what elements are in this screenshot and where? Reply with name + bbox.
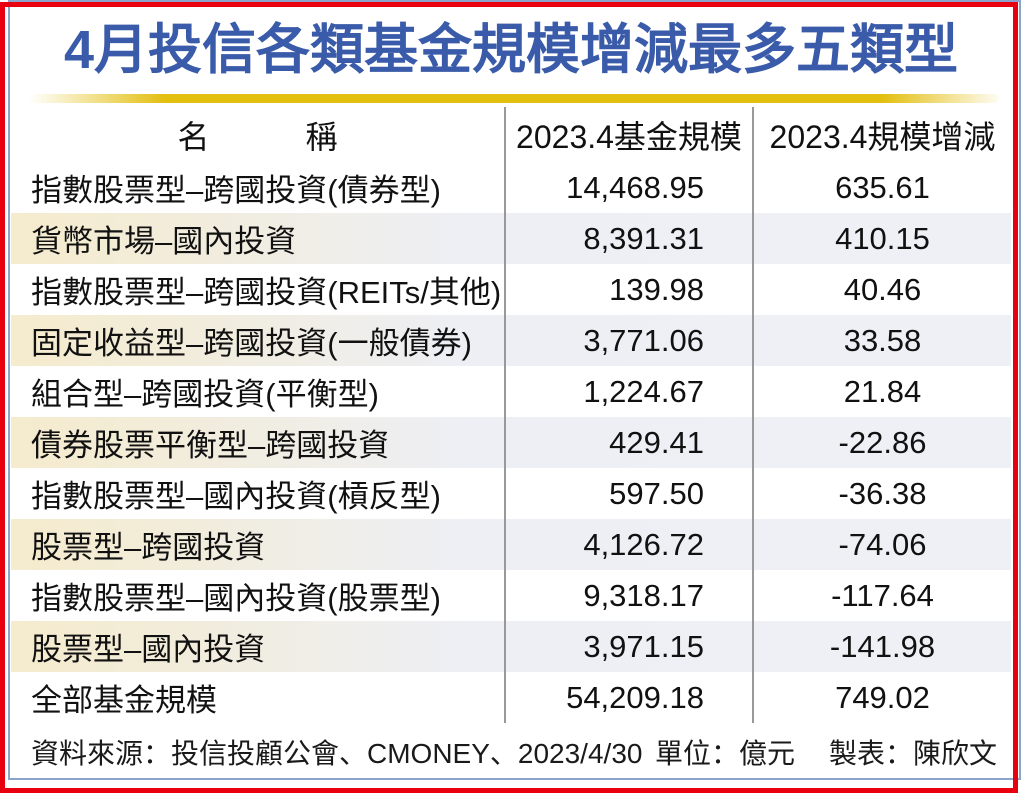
fund-name-cell: 指數股票型–跨國投資(REITs/其他): [31, 275, 502, 310]
fund-size-cell: 139.98: [504, 264, 753, 315]
fund-name-cell: 債券股票平衡型–跨國投資: [31, 428, 390, 463]
fund-size-cell: 3,771.06: [504, 315, 753, 366]
unit-note: 單位：億元: [654, 738, 795, 769]
table-row: 指數股票型–跨國投資(債券型) 14,468.95 635.61: [11, 162, 1011, 213]
table-row: 全部基金規模 54,209.18 749.02: [11, 672, 1011, 723]
table-row: 股票型–跨國投資 4,126.72 -74.06: [11, 519, 1011, 570]
size-change-cell: 21.84: [752, 366, 1011, 417]
fund-size-cell: 9,318.17: [504, 570, 753, 621]
size-change-cell: -36.38: [752, 468, 1011, 519]
fund-size-cell: 14,468.95: [504, 162, 753, 213]
header-size-change: 2023.4規模增減: [752, 107, 1011, 162]
header-fund-size: 2023.4基金規模: [504, 107, 753, 162]
fund-name-cell: 組合型–跨國投資(平衡型): [31, 377, 379, 412]
fund-size-cell: 54,209.18: [504, 672, 753, 723]
fund-name-cell: 指數股票型–國內投資(槓反型): [31, 479, 441, 514]
table-row: 債券股票平衡型–跨國投資 429.41 -22.86: [11, 417, 1011, 468]
page-title: 4月投信各類基金規模增減最多五類型: [63, 20, 959, 80]
source-note: 資料來源：投信投顧公會、CMONEY、2023/4/30: [31, 738, 643, 769]
fund-size-cell: 3,971.15: [504, 621, 753, 672]
table-row: 指數股票型–跨國投資(REITs/其他) 139.98 40.46: [11, 264, 1011, 315]
footer: 資料來源：投信投顧公會、CMONEY、2023/4/30 單位：億元 製表：陳欣…: [11, 732, 1011, 772]
size-change-cell: 635.61: [752, 162, 1011, 213]
blue-border-frame: [8, 0, 1021, 780]
fund-name-cell: 貨幣市場–國內投資: [31, 224, 297, 259]
fund-table: 名 稱 2023.4基金規模 2023.4規模增減 指數股票型–跨國投資(債券型…: [11, 107, 1011, 723]
size-change-cell: 33.58: [752, 315, 1011, 366]
table-header-row: 名 稱 2023.4基金規模 2023.4規模增減: [11, 107, 1011, 162]
table-row: 貨幣市場–國內投資 8,391.31 410.15: [11, 213, 1011, 264]
fund-name-cell: 股票型–跨國投資: [31, 530, 266, 565]
table-row: 股票型–國內投資 3,971.15 -141.98: [11, 621, 1011, 672]
credit-note: 製表：陳欣文: [828, 738, 997, 769]
fund-name-cell: 全部基金規模: [31, 683, 217, 718]
fund-size-cell: 1,224.67: [504, 366, 753, 417]
size-change-cell: -141.98: [752, 621, 1011, 672]
fund-size-cell: 597.50: [504, 468, 753, 519]
fund-name-cell: 指數股票型–跨國投資(債券型): [31, 173, 441, 208]
fund-size-cell: 4,126.72: [504, 519, 753, 570]
size-change-cell: -74.06: [752, 519, 1011, 570]
fund-name-cell: 股票型–國內投資: [31, 632, 266, 667]
size-change-cell: 749.02: [752, 672, 1011, 723]
footer-right: 單位：億元 製表：陳欣文: [655, 732, 997, 772]
fund-size-cell: 429.41: [504, 417, 753, 468]
table-body: 指數股票型–跨國投資(債券型) 14,468.95 635.61 貨幣市場–國內…: [11, 162, 1011, 723]
size-change-cell: -117.64: [752, 570, 1011, 621]
gold-divider-bar: [29, 94, 999, 103]
table-row: 組合型–跨國投資(平衡型) 1,224.67 21.84: [11, 366, 1011, 417]
size-change-cell: 40.46: [752, 264, 1011, 315]
size-change-cell: 410.15: [752, 213, 1011, 264]
fund-name-cell: 固定收益型–跨國投資(一般債券): [31, 326, 472, 361]
fund-name-cell: 指數股票型–國內投資(股票型): [31, 581, 441, 616]
table-row: 指數股票型–國內投資(槓反型) 597.50 -36.38: [11, 468, 1011, 519]
fund-size-cell: 8,391.31: [504, 213, 753, 264]
table-row: 指數股票型–國內投資(股票型) 9,318.17 -117.64: [11, 570, 1011, 621]
size-change-cell: -22.86: [752, 417, 1011, 468]
header-fund-name: 名 稱: [177, 118, 338, 155]
content-area: 4月投信各類基金規模增減最多五類型 名 稱 2023.4基金規模 2023.4規…: [11, 8, 1011, 772]
table-row: 固定收益型–跨國投資(一般債券) 3,771.06 33.58: [11, 315, 1011, 366]
